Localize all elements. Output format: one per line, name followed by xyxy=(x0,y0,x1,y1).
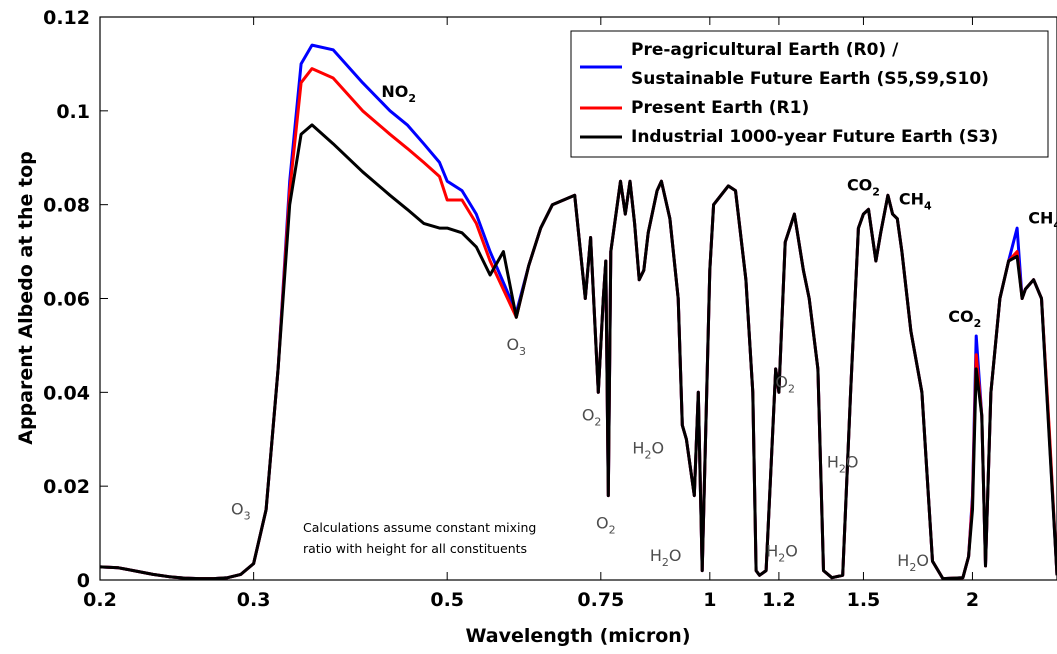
x-tick-label: 0.2 xyxy=(83,589,117,611)
annotation-label: O2 xyxy=(596,513,616,536)
y-tick-label: 0.1 xyxy=(56,101,90,123)
annotation-tail: O xyxy=(651,438,664,457)
annotation-label: NO2 xyxy=(381,82,416,105)
legend-label: Present Earth (R1) xyxy=(631,98,809,118)
annotation-text: CO xyxy=(847,176,872,195)
annotation-subscript: 2 xyxy=(408,92,416,105)
annotation-tail: O xyxy=(785,542,798,561)
annotation-label: H2O xyxy=(766,542,798,565)
x-tick-label: 0.3 xyxy=(237,589,271,611)
annotation-text: NO xyxy=(381,82,408,101)
annotation-subscript: 2 xyxy=(778,552,785,565)
y-tick-label: 0.12 xyxy=(43,7,90,29)
annotation-text: CH xyxy=(1028,208,1053,227)
annotation-text: H xyxy=(766,542,778,561)
x-tick-label: 1.5 xyxy=(847,589,881,611)
annotation-label: H2O xyxy=(897,551,929,574)
annotation-label: H2O xyxy=(632,438,664,461)
x-tick-label: 2 xyxy=(966,589,979,611)
annotation-subscript: 2 xyxy=(594,415,601,428)
legend: Pre-agricultural Earth (R0) / Sustainable… xyxy=(570,30,1049,158)
series-lines xyxy=(99,43,1057,581)
annotation-subscript: 4 xyxy=(1053,218,1057,231)
annotation-text: O xyxy=(596,513,609,532)
y-tick-label: 0.04 xyxy=(43,382,90,404)
annotation-label: O3 xyxy=(231,499,251,522)
y-tick-label: 0.02 xyxy=(43,476,90,498)
annotation-subscript: 2 xyxy=(872,186,880,199)
y-tick-label: 0 xyxy=(77,570,90,592)
note-line-2: ratio with height for all constituents xyxy=(303,541,527,556)
x-tick-label: 1.2 xyxy=(762,589,796,611)
legend-label: Industrial 1000-year Future Earth (S3) xyxy=(631,127,998,147)
annotation-label: CO2 xyxy=(948,307,981,330)
annotation-label: O3 xyxy=(506,335,526,358)
annotation-subscript: 2 xyxy=(974,317,982,330)
y-axis-label: Apparent Albedo at the top xyxy=(15,151,37,445)
annotation-subscript: 2 xyxy=(788,383,795,396)
annotation-label: H2O xyxy=(827,452,859,475)
annotation-subscript: 3 xyxy=(519,345,526,358)
legend-label: Sustainable Future Earth (S5,S9,S10) xyxy=(631,69,989,89)
annotation-label: CO2 xyxy=(847,176,880,199)
annotation-text: O xyxy=(231,499,244,518)
legend-label: Pre-agricultural Earth (R0) / xyxy=(631,40,899,60)
annotation-text: CO xyxy=(948,307,973,326)
annotations: NO2O3O3O2O2O2H2OH2OH2OH2OH2OCO2CH4CO2CH4 xyxy=(231,82,1057,574)
y-tick-label: 0.08 xyxy=(43,195,90,217)
annotation-subscript: 4 xyxy=(924,200,932,213)
x-tick-label: 0.5 xyxy=(430,589,464,611)
annotation-tail: O xyxy=(669,546,682,565)
tick-labels: 0.2 0.3 0.5 0.75 1 1.2 1.5 2 0 0.02 0.04 0.06 0.08 0.… xyxy=(43,7,979,611)
legend-box xyxy=(570,30,1049,158)
annotation-subscript: 2 xyxy=(839,462,846,475)
x-axis-label: Wavelength (micron) xyxy=(465,625,690,647)
annotation-text: H xyxy=(632,438,644,457)
annotation-subscript: 2 xyxy=(909,561,916,574)
plot-frame xyxy=(99,16,1057,581)
x-tick-label: 0.75 xyxy=(577,589,624,611)
annotation-tail: O xyxy=(916,551,929,570)
annotation-subscript: 3 xyxy=(244,509,251,522)
note: Calculations assume constant mixing rati… xyxy=(303,520,536,556)
annotation-text: O xyxy=(582,405,595,424)
annotation-text: H xyxy=(827,452,839,471)
annotation-label: CH4 xyxy=(1028,208,1057,231)
annotation-label: H2O xyxy=(650,546,682,569)
x-tick-label: 1 xyxy=(703,589,716,611)
annotation-label: O2 xyxy=(582,405,602,428)
note-line-1: Calculations assume constant mixing xyxy=(303,520,536,535)
annotation-text: H xyxy=(650,546,662,565)
annotation-label: O2 xyxy=(775,373,795,396)
annotation-subscript: 2 xyxy=(662,556,669,569)
annotation-subscript: 2 xyxy=(644,448,651,461)
annotation-subscript: 2 xyxy=(609,523,616,536)
annotation-text: CH xyxy=(899,190,924,209)
annotation-tail: O xyxy=(846,452,859,471)
series-line xyxy=(99,123,1057,581)
annotation-text: O xyxy=(506,335,519,354)
annotation-text: H xyxy=(897,551,909,570)
annotation-label: CH4 xyxy=(899,190,932,213)
annotation-text: O xyxy=(775,373,788,392)
y-tick-label: 0.06 xyxy=(43,289,90,311)
